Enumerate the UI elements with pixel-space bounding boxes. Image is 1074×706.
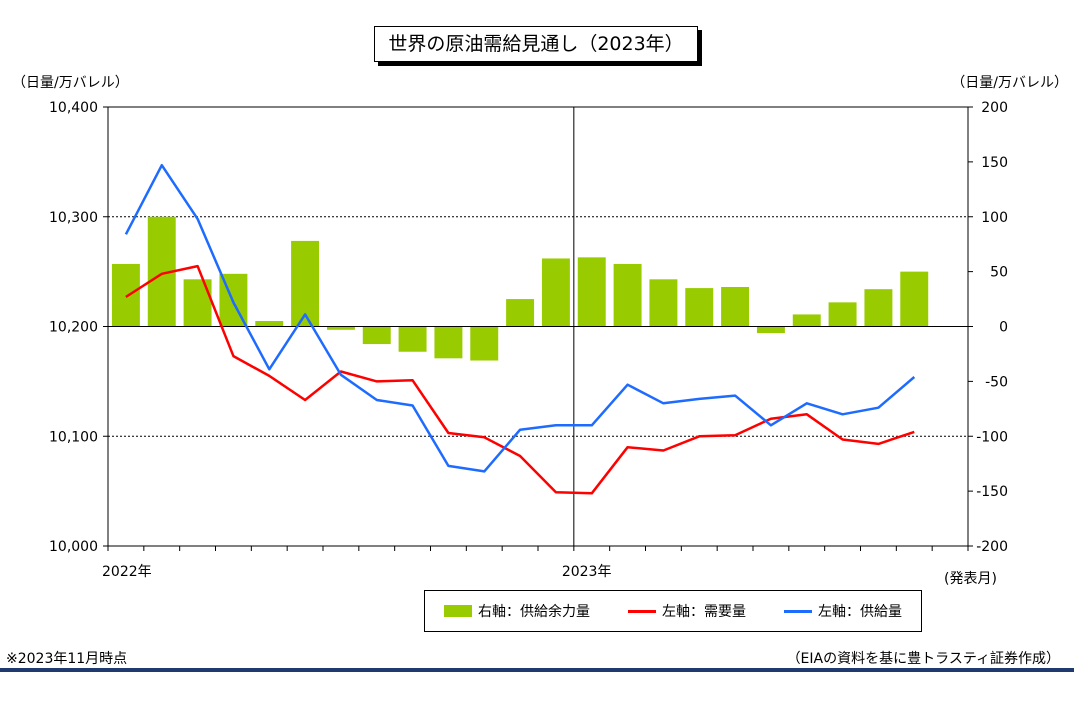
x-axis-name: (発表月) (944, 571, 997, 587)
footnote-source: （EIAの資料を基に豊トラスティ証券作成） (786, 651, 1060, 667)
left-axis-unit: （日量/万バレル） (12, 75, 129, 91)
legend-swatch-supply (784, 609, 812, 613)
bar-surplus (721, 286, 750, 327)
left-tick-label: 10,200 (49, 320, 98, 336)
right-tick-label: -150 (976, 484, 1008, 500)
bar-surplus (649, 279, 678, 327)
legend: 右軸：供給余力量 左軸：需要量 左軸：供給量 (424, 590, 922, 632)
line-supply (124, 163, 916, 473)
bar-surplus (434, 326, 463, 359)
bar-surplus (900, 271, 929, 327)
left-tick-label: 10,100 (49, 429, 98, 445)
bar-surplus (792, 314, 821, 327)
right-tick-label: 100 (981, 210, 1008, 226)
right-tick-label: 0 (999, 320, 1008, 336)
right-tick-label: -50 (985, 374, 1008, 390)
legend-item-supply: 左軸：供給量 (784, 601, 902, 621)
bar-surplus (470, 326, 499, 361)
bar-surplus (577, 257, 606, 327)
legend-label-supply: 左軸：供給量 (818, 604, 902, 620)
x-tick-label: 2022年 (102, 564, 152, 580)
right-tick-label: -200 (976, 539, 1008, 555)
right-tick-label: 50 (990, 265, 1008, 281)
bar-surplus (828, 302, 857, 327)
left-tick-label: 10,000 (49, 539, 98, 555)
right-tick-label: 200 (981, 100, 1008, 116)
footer-rule (0, 668, 1074, 672)
bar-surplus (362, 326, 391, 345)
chart-title: 世界の原油需給見通し（2023年） (374, 26, 698, 62)
bar-surplus (111, 263, 140, 327)
bar-surplus (326, 326, 355, 330)
legend-item-surplus: 右軸：供給余力量 (444, 601, 590, 621)
right-tick-label: -100 (976, 429, 1008, 445)
legend-item-demand: 左軸：需要量 (628, 601, 746, 621)
right-tick-label: 150 (981, 155, 1008, 171)
bar-surplus (183, 279, 212, 327)
bar-surplus (291, 240, 320, 327)
bar-surplus (541, 258, 570, 327)
bar-surplus (864, 289, 893, 327)
bar-surplus (613, 263, 642, 327)
legend-label-demand: 左軸：需要量 (662, 604, 746, 620)
left-tick-label: 10,300 (49, 210, 98, 226)
bar-surplus (255, 321, 284, 327)
bar-surplus (756, 326, 785, 334)
bar-surplus (506, 299, 535, 327)
bar-surplus (398, 326, 427, 352)
left-tick-label: 10,400 (49, 100, 98, 116)
bar-surplus (685, 288, 714, 327)
right-axis-unit: （日量/万バレル） (951, 75, 1068, 91)
legend-label-surplus: 右軸：供給余力量 (478, 604, 590, 620)
legend-swatch-surplus (444, 605, 472, 617)
footnote-date: ※2023年11月時点 (6, 651, 128, 667)
x-tick-label: 2023年 (562, 564, 612, 580)
legend-swatch-demand (628, 609, 656, 613)
